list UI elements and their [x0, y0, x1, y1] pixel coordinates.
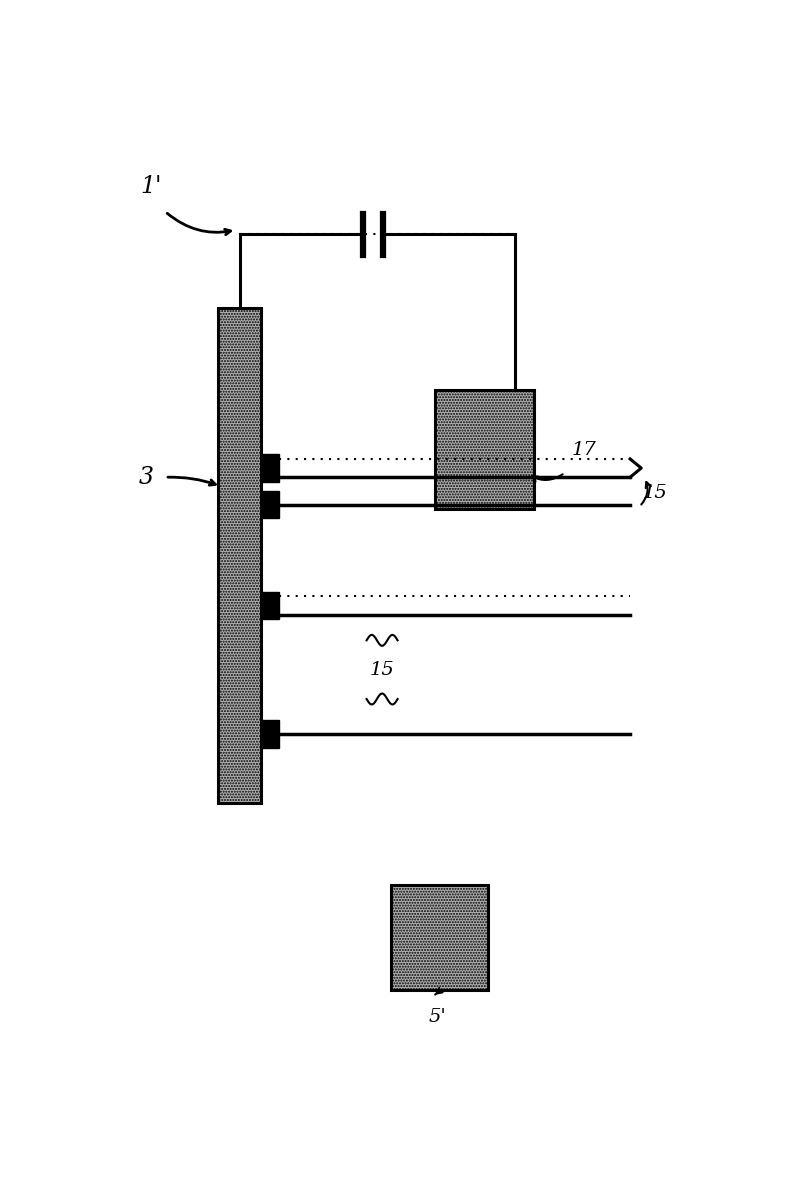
Text: 3: 3	[139, 465, 154, 489]
Text: 15: 15	[370, 660, 394, 678]
Text: 17: 17	[571, 440, 596, 459]
Text: 5': 5'	[429, 1008, 446, 1026]
Bar	[262, 491, 278, 519]
Bar	[262, 455, 278, 482]
Bar	[262, 591, 278, 619]
Bar	[435, 390, 534, 509]
Bar	[262, 720, 278, 747]
Bar	[391, 885, 487, 990]
Bar	[218, 308, 262, 802]
Text: 1': 1'	[140, 175, 162, 198]
Text: 15: 15	[642, 484, 667, 502]
